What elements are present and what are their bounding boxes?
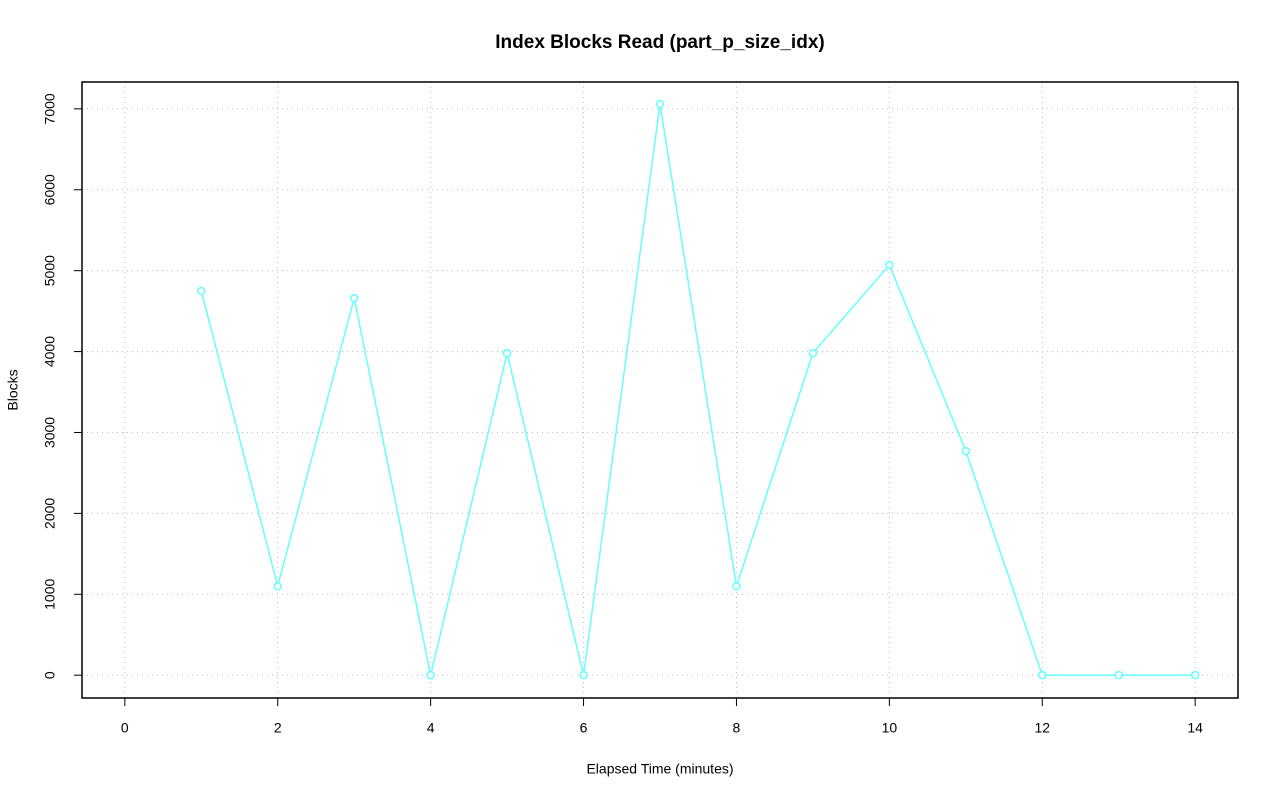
data-point bbox=[1190, 670, 1200, 680]
y-tick-label: 7000 bbox=[42, 93, 58, 124]
data-point bbox=[579, 670, 588, 680]
data-point bbox=[1114, 670, 1123, 680]
x-tick-label: 4 bbox=[427, 720, 435, 736]
x-tick-label: 6 bbox=[580, 720, 588, 736]
y-tick-label: 0 bbox=[42, 671, 58, 679]
x-tick-label: 8 bbox=[733, 720, 741, 736]
data-point bbox=[197, 286, 206, 296]
y-axis-label: Blocks bbox=[5, 369, 21, 410]
y-tick-label: 6000 bbox=[42, 174, 58, 205]
y-tick-label: 5000 bbox=[42, 255, 58, 286]
x-tick-label: 10 bbox=[882, 720, 898, 736]
data-point bbox=[349, 293, 359, 303]
data-point bbox=[808, 348, 818, 358]
data-point bbox=[961, 446, 971, 456]
y-tick-label: 3000 bbox=[42, 417, 58, 448]
data-point bbox=[502, 348, 512, 358]
x-tick-label: 14 bbox=[1187, 720, 1203, 736]
x-tick-label: 2 bbox=[274, 720, 282, 736]
plot-frame bbox=[81, 81, 1239, 699]
data-point bbox=[1038, 670, 1047, 680]
data-point bbox=[885, 260, 894, 270]
chart-title: Index Blocks Read (part_p_size_idx) bbox=[495, 32, 824, 53]
x-axis-label: Elapsed Time (minutes) bbox=[586, 761, 733, 777]
y-tick-label: 2000 bbox=[42, 498, 58, 529]
data-point bbox=[655, 99, 665, 109]
series-line bbox=[200, 103, 1196, 676]
data-point bbox=[273, 581, 282, 591]
data-point bbox=[426, 670, 435, 680]
y-tick-label: 4000 bbox=[42, 336, 58, 367]
x-tick-label: 12 bbox=[1034, 720, 1050, 736]
data-point bbox=[732, 581, 741, 591]
y-tick-label: 1000 bbox=[42, 579, 58, 610]
x-tick-label: 0 bbox=[121, 720, 129, 736]
